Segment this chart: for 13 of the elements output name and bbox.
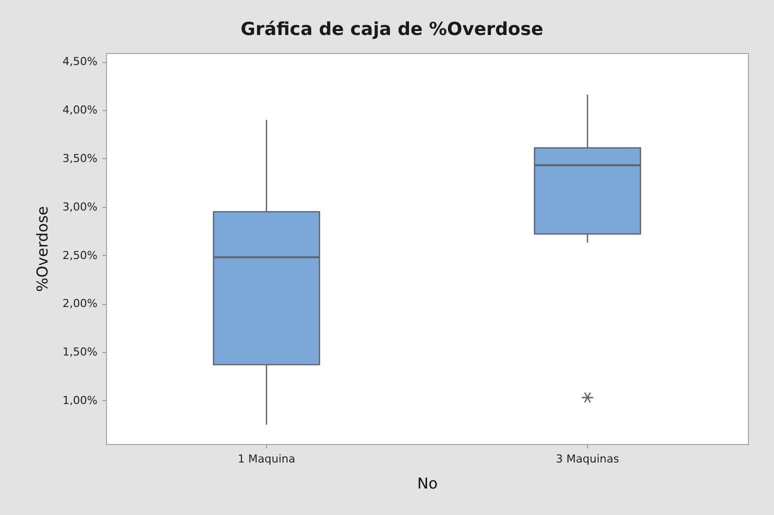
x-axis-title: No bbox=[417, 474, 438, 492]
y-tick-label: 2,00% bbox=[62, 297, 98, 310]
y-tick-label: 1,50% bbox=[62, 346, 98, 359]
y-tick-label: 2,50% bbox=[62, 248, 98, 262]
y-tick-label: 3,00% bbox=[62, 200, 98, 214]
y-tick-label: 4,00% bbox=[62, 104, 98, 117]
chart-title: Gráfica de caja de %Overdose bbox=[240, 19, 544, 40]
x-tick-label: 1 Maquina bbox=[238, 452, 296, 466]
y-axis-title: %Overdose bbox=[34, 206, 52, 292]
y-tick-label: 1,00% bbox=[62, 394, 98, 407]
y-tick-label: 3,50% bbox=[62, 152, 98, 165]
y-tick-label: 4,50% bbox=[62, 55, 98, 68]
x-tick-label: 3 Maquinas bbox=[556, 452, 620, 466]
